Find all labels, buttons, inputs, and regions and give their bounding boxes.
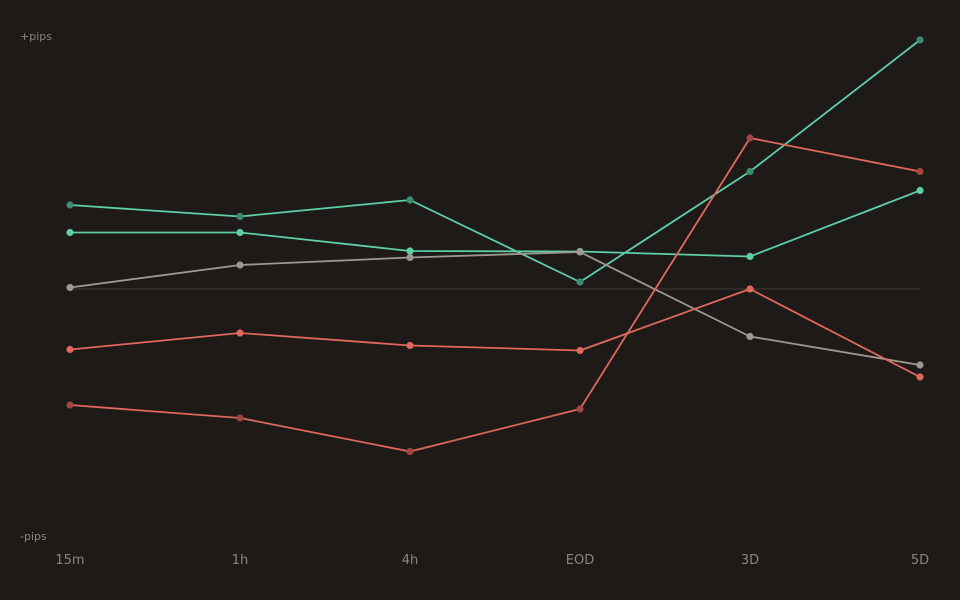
x-tick-label: 3D (741, 553, 759, 568)
series-2-point (236, 228, 244, 237)
series-3-point (746, 332, 754, 341)
series-5-point (236, 414, 244, 422)
series-1-point (406, 196, 414, 204)
series-1-point (916, 36, 924, 44)
series-2-point (916, 186, 924, 195)
series-3-point (576, 248, 584, 256)
x-tick-label: 5D (911, 553, 929, 568)
series-4-point (236, 329, 244, 337)
series-3-point (406, 253, 414, 262)
series-1-point (236, 212, 244, 221)
x-tick-label: EOD (566, 553, 594, 568)
series-4-point (576, 346, 584, 355)
y-axis-top-label: +pips (20, 30, 52, 43)
series-3-point (916, 361, 924, 369)
series-5-point (916, 167, 924, 176)
series-4-point (406, 341, 414, 350)
series-1-line (69, 39, 921, 283)
series-5-point (746, 134, 754, 142)
series-4-point (66, 345, 74, 354)
series-5-point (576, 405, 584, 413)
series-layer (66, 36, 924, 456)
series-2-point (746, 252, 754, 261)
series-1 (66, 36, 924, 286)
series-3 (66, 248, 924, 369)
series-4-point (746, 285, 754, 293)
series-3-line (69, 251, 921, 366)
series-3-point (66, 283, 74, 292)
series-2 (66, 186, 924, 261)
series-5-line (69, 137, 921, 453)
series-1-point (66, 201, 74, 209)
series-2-point (66, 228, 74, 237)
x-tick-label: 4h (402, 553, 419, 568)
series-4-point (916, 373, 924, 381)
series-4 (66, 285, 924, 381)
series-5 (66, 134, 924, 456)
series-5-point (406, 447, 414, 456)
series-4-line (69, 288, 921, 378)
series-1-point (746, 167, 754, 176)
series-3-point (236, 261, 244, 269)
series-2-point (406, 247, 414, 255)
series-2-line (70, 189, 921, 258)
series-1-point (576, 278, 584, 286)
x-tick-label: 15m (55, 553, 84, 568)
y-axis-bottom-label: -pips (20, 530, 47, 543)
x-axis-ticks: 15m 1h 4h EOD 3D 5D (55, 553, 929, 568)
series-5-point (66, 401, 74, 409)
x-tick-label: 1h (232, 553, 249, 568)
